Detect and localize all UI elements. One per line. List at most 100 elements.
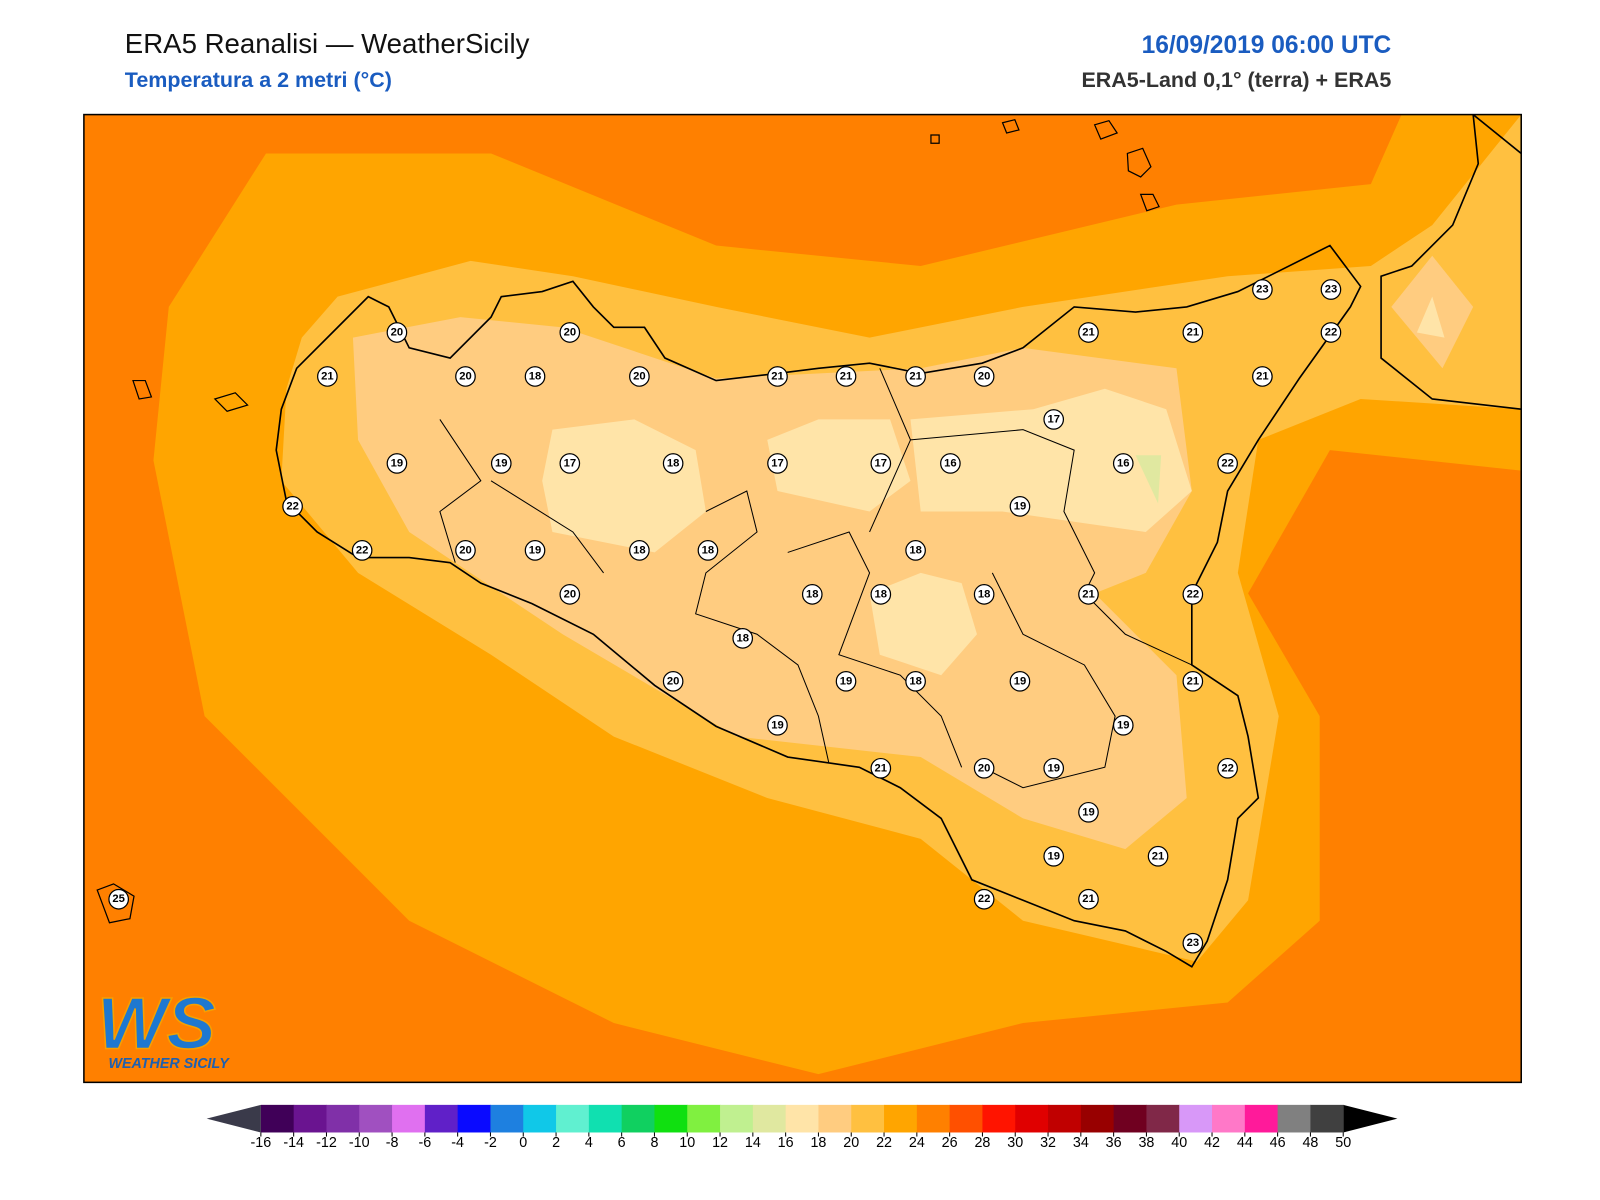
station-value: 19 xyxy=(391,457,404,469)
colorbar-box xyxy=(1179,1104,1213,1133)
colorbar-box xyxy=(1244,1104,1279,1133)
station-marker xyxy=(973,366,995,387)
temperature-band xyxy=(542,419,706,553)
station-marker xyxy=(629,540,650,561)
station-value: 16 xyxy=(1117,457,1130,469)
province-border xyxy=(439,368,1193,789)
station-marker xyxy=(1147,845,1169,867)
station-marker xyxy=(1078,801,1099,823)
temperature-band xyxy=(910,388,1192,532)
station-value: 19 xyxy=(840,675,853,687)
station-marker xyxy=(524,366,546,387)
station-value: 18 xyxy=(875,588,888,600)
station-marker xyxy=(490,453,512,474)
station-marker xyxy=(1043,845,1065,867)
colorbar-tick-label: 2 xyxy=(552,1135,560,1151)
station-marker xyxy=(1217,757,1238,779)
station-value: 21 xyxy=(321,370,334,382)
colorbar-tick-label: -4 xyxy=(451,1135,464,1151)
station-value: 21 xyxy=(875,762,888,774)
station-marker xyxy=(940,453,961,474)
station-value: 20 xyxy=(978,762,991,774)
station-value: 20 xyxy=(564,326,577,338)
colorbar-box xyxy=(326,1104,360,1133)
colorbar-tick-label: 28 xyxy=(974,1135,990,1151)
colorbar-box xyxy=(1015,1104,1049,1133)
station-marker xyxy=(386,322,408,343)
station-value: 20 xyxy=(667,675,680,687)
colorbar-box xyxy=(654,1104,688,1133)
colorbar-box xyxy=(523,1104,557,1133)
colorbar-box xyxy=(1277,1104,1311,1133)
station-value: 17 xyxy=(1047,413,1060,425)
station-value: 21 xyxy=(1082,326,1095,338)
station-value: 20 xyxy=(633,370,646,382)
colorbar-tick-label: 12 xyxy=(712,1135,728,1151)
station-value: 19 xyxy=(529,544,542,556)
stations: 20 20 21 20 18 20 21 21 21 20 21 21 23 23 22 21 17 19 19 17… xyxy=(108,279,1342,954)
colorbar-tick-label: 8 xyxy=(650,1135,658,1151)
colorbar-tick-label: 40 xyxy=(1171,1135,1187,1151)
station-value: 18 xyxy=(909,675,922,687)
station-marker xyxy=(905,366,926,387)
colorbar-tick-label: 50 xyxy=(1335,1135,1351,1151)
station-marker xyxy=(1182,584,1204,605)
station-marker xyxy=(767,714,788,736)
station-marker xyxy=(1112,453,1134,474)
station-marker xyxy=(351,540,373,561)
station-marker xyxy=(455,366,476,387)
title: ERA5 Reanalisi — WeatherSicily xyxy=(125,28,530,59)
station-value: 23 xyxy=(1256,284,1269,296)
colorbar-box xyxy=(884,1104,918,1133)
colorbar-tick-label: 6 xyxy=(618,1135,626,1151)
map-frame xyxy=(83,113,1522,1084)
station-value: 22 xyxy=(1187,588,1200,600)
colorbar-box xyxy=(392,1104,426,1133)
station-value: 21 xyxy=(771,370,784,382)
station-marker xyxy=(732,628,754,649)
sicily-coast xyxy=(275,244,1362,968)
colorbar-tick-label: -14 xyxy=(283,1135,304,1151)
colorbar-box xyxy=(687,1104,721,1133)
station-value: 21 xyxy=(1082,588,1095,600)
station-value: 21 xyxy=(1082,893,1095,905)
station-value: 16 xyxy=(944,457,957,469)
colorbar-box xyxy=(457,1104,491,1133)
colorbar-tick-label: 20 xyxy=(843,1135,859,1151)
colorbar-tick-label: 26 xyxy=(942,1135,958,1151)
colorbar-tick-label: 14 xyxy=(745,1135,761,1151)
colorbar-box xyxy=(588,1104,623,1133)
source: ERA5-Land 0,1° (terra) + ERA5 xyxy=(1081,68,1391,92)
temperature-band xyxy=(1135,455,1162,504)
colorbar-box xyxy=(359,1104,393,1133)
station-value: 22 xyxy=(978,893,991,905)
station-marker xyxy=(973,757,995,779)
station-value: 19 xyxy=(1082,806,1095,818)
station-value: 19 xyxy=(1047,762,1060,774)
station-value: 18 xyxy=(702,544,715,556)
station-marker xyxy=(662,453,684,474)
colorbar-box xyxy=(916,1104,951,1133)
station-marker xyxy=(524,540,546,561)
station-value: 18 xyxy=(667,457,680,469)
date: 16/09/2019 06:00 UTC xyxy=(1142,32,1392,59)
temperature-field xyxy=(83,114,1522,1083)
station-marker xyxy=(767,453,788,474)
colorbar-box xyxy=(982,1104,1016,1133)
colorbar-tick-label: 22 xyxy=(876,1135,892,1151)
station-value: 19 xyxy=(1117,719,1130,731)
station-value: 19 xyxy=(1014,675,1027,687)
colorbar-tick-label: 10 xyxy=(679,1135,695,1151)
station-marker xyxy=(870,453,892,474)
station-marker xyxy=(282,496,303,517)
subtitle: Temperatura a 2 metri (°C) xyxy=(125,68,392,92)
temperature-band xyxy=(869,572,977,676)
station-value: 21 xyxy=(1187,675,1200,687)
station-marker xyxy=(559,584,581,605)
colorbar-box xyxy=(785,1104,819,1133)
station-marker xyxy=(835,670,857,692)
colorbar-tick-label: 32 xyxy=(1040,1135,1056,1151)
station-marker xyxy=(1078,584,1099,605)
